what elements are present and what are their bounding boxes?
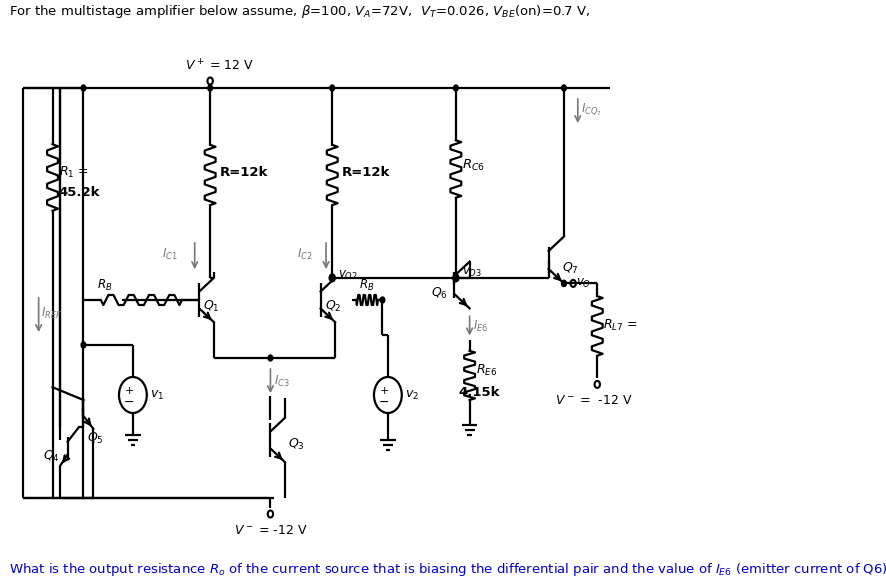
Text: $I_{C1}$: $I_{C1}$ (162, 247, 178, 262)
Text: −: − (378, 395, 389, 409)
Circle shape (208, 85, 213, 91)
Text: 4.15k: 4.15k (458, 386, 500, 399)
Circle shape (562, 280, 566, 286)
Text: For the multistage amplifier below assume, $\beta$=100, $V_A$=72V,  $V_T$=0.026,: For the multistage amplifier below assum… (9, 3, 591, 20)
Text: $v_{O3}$: $v_{O3}$ (462, 266, 482, 279)
Text: $Q_1$: $Q_1$ (203, 298, 220, 314)
Text: $Q_5$: $Q_5$ (88, 430, 104, 445)
Text: $Q_2$: $Q_2$ (324, 298, 341, 314)
Text: $R_1$ =: $R_1$ = (58, 164, 89, 180)
Text: R=12k: R=12k (220, 166, 268, 178)
Text: $R_{L7}$ =: $R_{L7}$ = (603, 318, 638, 333)
Text: $v_2$: $v_2$ (405, 388, 419, 402)
Text: $v_1$: $v_1$ (150, 388, 164, 402)
Circle shape (562, 280, 566, 286)
Circle shape (268, 355, 273, 361)
Text: $R_B$: $R_B$ (97, 278, 113, 293)
Circle shape (82, 85, 86, 91)
Text: $I_{E6}$: $I_{E6}$ (473, 319, 489, 334)
Text: $Q_4$: $Q_4$ (43, 448, 60, 463)
Text: $I_{CQ_7}$: $I_{CQ_7}$ (581, 101, 602, 118)
Text: $I_{REF}$: $I_{REF}$ (41, 305, 62, 321)
Text: −: − (124, 395, 135, 409)
Text: $Q_7$: $Q_7$ (563, 261, 579, 276)
Circle shape (454, 85, 458, 91)
Text: What is the output resistance $R_o$ of the current source that is biasing the di: What is the output resistance $R_o$ of t… (9, 561, 886, 578)
Text: +: + (124, 386, 134, 396)
Circle shape (562, 85, 566, 91)
Circle shape (454, 275, 458, 281)
Text: $I_{C2}$: $I_{C2}$ (297, 247, 313, 262)
Text: $V^-$ = -12 V: $V^-$ = -12 V (234, 524, 307, 536)
Text: $R_{C6}$: $R_{C6}$ (462, 157, 485, 173)
Circle shape (330, 85, 335, 91)
Text: $Q_3$: $Q_3$ (288, 437, 305, 452)
Text: $Q_6$: $Q_6$ (431, 286, 448, 301)
Circle shape (82, 342, 86, 348)
Circle shape (454, 275, 458, 281)
Text: $R_{E6}$: $R_{E6}$ (476, 363, 497, 378)
Circle shape (380, 297, 385, 303)
Text: $V^+$ = 12 V: $V^+$ = 12 V (185, 58, 254, 73)
Circle shape (330, 275, 335, 281)
Text: 45.2k: 45.2k (58, 185, 100, 198)
Text: $v_O$: $v_O$ (576, 277, 591, 290)
Text: +: + (379, 386, 389, 396)
Text: $I_{C3}$: $I_{C3}$ (275, 374, 290, 388)
Text: R=12k: R=12k (341, 166, 390, 178)
Text: $R_B$: $R_B$ (360, 278, 375, 293)
Text: $v_{O2}$: $v_{O2}$ (338, 269, 358, 282)
Text: $V^-$ =  -12 V: $V^-$ = -12 V (555, 394, 633, 407)
